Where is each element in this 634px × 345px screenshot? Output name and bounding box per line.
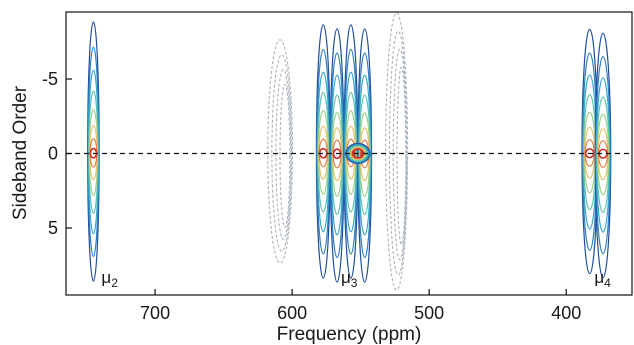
x-tick-label: 400 [551, 303, 581, 323]
x-axis-label: Frequency (ppm) [277, 324, 422, 345]
negative-contour-line [275, 69, 292, 240]
contour-line [584, 148, 595, 159]
y-tick-label: 5 [48, 218, 58, 238]
peak-annotations: μ2 μ3 μ4 [101, 268, 611, 290]
contour-peak [87, 21, 100, 282]
contour-layer [87, 12, 612, 291]
negative-contour-line [279, 83, 291, 229]
negative-contour-line [267, 39, 294, 264]
y-axis-label: Sideband Order [10, 85, 31, 220]
negative-contour-line [396, 66, 407, 246]
peak-label-μ2: μ2 [101, 268, 118, 290]
negative-contour-line [392, 48, 407, 261]
contour-peak [581, 28, 612, 279]
y-axis-ticks: -5 0 5 [42, 69, 72, 238]
peak-label-μ3: μ3 [341, 268, 358, 290]
negative-contour-line [388, 30, 408, 276]
peak-label-μ4: μ4 [594, 268, 611, 290]
negative-contour-peak [267, 39, 294, 264]
contour-peak [315, 24, 373, 283]
y-tick-label: -5 [42, 69, 58, 89]
y-tick-label: 0 [48, 144, 58, 164]
x-axis-ticks: 700 600 500 400 [140, 289, 581, 323]
x-tick-label: 600 [277, 303, 307, 323]
x-tick-label: 500 [414, 303, 444, 323]
x-tick-label: 700 [140, 303, 170, 323]
negative-contour-peak [385, 12, 409, 291]
negative-contour-line [385, 12, 409, 291]
